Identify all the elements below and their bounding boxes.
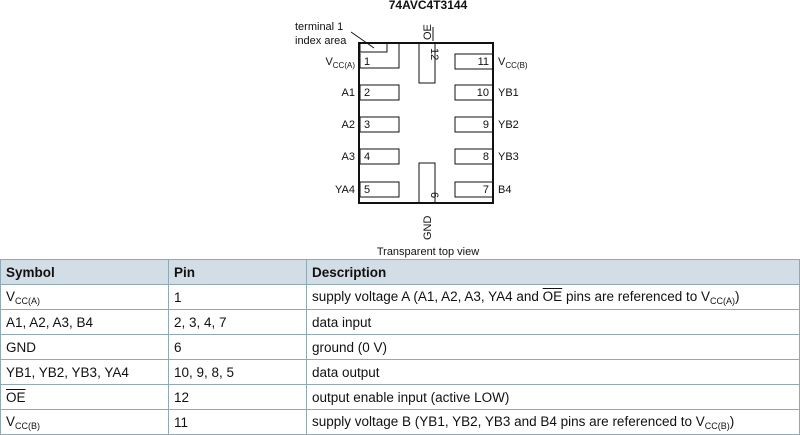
table-row: OE 12 output enable input (active LOW) [0, 384, 800, 410]
pin-number: 11 [478, 56, 489, 68]
description-cell: supply voltage A (A1, A2, A3, YA4 and OE… [306, 284, 800, 310]
pin-name-label: OE [422, 24, 434, 40]
pin-pad [454, 84, 494, 101]
symbol-cell: OE [0, 384, 169, 410]
symbol-cell: VCC(B) [0, 409, 169, 435]
package-outline [358, 42, 494, 204]
diagram-title: 74AVC4T3144 [389, 0, 468, 12]
caption: Transparent top view [377, 246, 479, 258]
desc-text: data output [312, 364, 380, 380]
pin-cell: 2, 3, 4, 7 [168, 309, 307, 335]
desc-text: ) [735, 288, 740, 304]
pin-name-label: GND [422, 216, 434, 241]
description-cell: output enable input (active LOW) [306, 384, 800, 410]
pin-number: 12 [428, 48, 440, 60]
pin-description-table: Symbol Pin Description VCC(A) 1 supply vol… [0, 259, 800, 435]
table-header-row: Symbol Pin Description [0, 259, 800, 285]
pin-name-label: YB2 [498, 119, 519, 131]
pin-cell: 1 [168, 284, 307, 310]
table-row: YB1, YB2, YB3, YA4 10, 9, 8, 5 data output [0, 359, 800, 385]
pin-name-label: B4 [498, 184, 511, 196]
symbol-text: GND [6, 339, 36, 355]
pin-pad-6 [418, 162, 436, 204]
pin-cell: 11 [168, 409, 307, 435]
symbol-subscript: CC(A) [15, 295, 41, 306]
symbol-cell: VCC(A) [0, 284, 169, 310]
pin-pad-12 [418, 42, 436, 84]
description-cell: data input [306, 309, 800, 335]
pin-name-label: YA4 [335, 184, 355, 196]
symbol-text: V [6, 288, 16, 304]
pin-pad [454, 181, 494, 198]
header-symbol: Symbol [0, 259, 169, 285]
desc-text: ground (0 V) [312, 339, 388, 355]
pin-number: 3 [364, 119, 370, 131]
pin-pad [359, 116, 400, 133]
desc-subscript: CC(B) [704, 420, 730, 431]
pin-cell: 6 [168, 334, 307, 360]
pin-number: 9 [483, 119, 489, 131]
pin-pad [454, 53, 494, 70]
pin-pad [359, 84, 400, 101]
symbol-subscript: CC(B) [15, 420, 41, 431]
pin-name-label: A2 [342, 119, 355, 131]
symbol-cell: YB1, YB2, YB3, YA4 [0, 359, 169, 385]
symbol-text: A1, A2, A3, B4 [6, 314, 94, 330]
pin-name-label: VCC(A) [325, 56, 355, 70]
table-row: A1, A2, A3, B4 2, 3, 4, 7 data input [0, 309, 800, 335]
pin-number: 7 [483, 184, 489, 196]
pin-number: 10 [477, 87, 489, 99]
index-area-marker [359, 42, 388, 53]
description-cell: supply voltage B (YB1, YB2, YB3 and B4 p… [306, 409, 800, 435]
desc-text: data input [312, 314, 372, 330]
pin-pad [359, 181, 400, 198]
pin-number: 1 [364, 56, 370, 68]
symbol-text: V [6, 413, 16, 429]
symbol-cell: A1, A2, A3, B4 [0, 309, 169, 335]
pin-name-label: A3 [342, 151, 355, 163]
desc-text: ) [729, 413, 735, 429]
description-cell: data output [306, 359, 800, 385]
pin-pad [359, 148, 400, 165]
index-area-label-2: index area [295, 35, 347, 47]
pin-cell: 12 [168, 384, 307, 410]
table-row: VCC(A) 1 supply voltage A (A1, A2, A3, YA4… [0, 284, 800, 310]
symbol-overline: OE [6, 389, 26, 405]
pin-pad [359, 43, 400, 69]
desc-text: supply voltage A (A1, A2, A3, YA4 and [312, 288, 543, 304]
header-pin: Pin [168, 259, 307, 285]
pin-pad [454, 148, 494, 165]
pin-name-label: A1 [342, 87, 355, 99]
pin-cell: 10, 9, 8, 5 [168, 359, 307, 385]
desc-overline: OE [542, 288, 563, 304]
symbol-text: YB1, YB2, YB3, YA4 [6, 364, 129, 380]
pin-name-label: YB1 [498, 87, 519, 99]
pin-configuration-diagram: 74AVC4T3144 terminal 1 index area 1 VCC(A… [295, 0, 528, 258]
pin-name-label: YB3 [498, 151, 519, 163]
pin-pad [454, 116, 494, 133]
index-area-label: terminal 1 [295, 21, 343, 33]
table-row: GND 6 ground (0 V) [0, 334, 800, 360]
table-row: VCC(B) 11 supply voltage B (YB1, YB2, YB3 … [0, 409, 800, 435]
desc-text: supply voltage B (YB1, YB2, YB3 and B4 p… [312, 413, 705, 429]
index-leader-line [350, 31, 375, 49]
pin-number: 6 [428, 192, 440, 198]
pin-number: 8 [483, 151, 489, 163]
symbol-cell: GND [0, 334, 169, 360]
desc-subscript: CC(A) [710, 295, 736, 306]
description-cell: ground (0 V) [306, 334, 800, 360]
pin-number: 4 [364, 151, 370, 163]
pin-number: 2 [364, 87, 370, 99]
pin-name-label: VCC(B) [498, 56, 528, 70]
desc-text: output enable input (active LOW) [312, 389, 510, 405]
pin-number: 5 [364, 184, 370, 196]
desc-text: pins are referenced to V [562, 288, 711, 304]
header-description: Description [306, 259, 800, 285]
